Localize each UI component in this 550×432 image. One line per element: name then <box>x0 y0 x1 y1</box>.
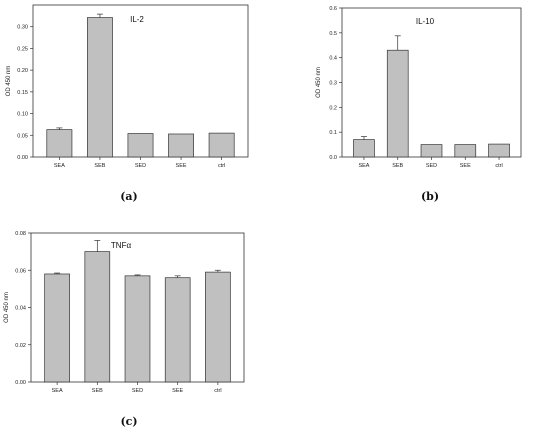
bar-sed <box>420 144 443 158</box>
y-tick-label: 0.30 <box>17 25 28 31</box>
y-tick-label: 0.10 <box>17 112 28 118</box>
chart-title: TNFα <box>111 241 132 250</box>
x-tick-label: SEE <box>460 163 471 169</box>
panel-label: (b) <box>421 190 439 203</box>
x-tick-label: SEE <box>172 388 183 394</box>
chart-1: 0.0 0.1 0.2 0.3 0.4 0.5 0.6 OD 450 nm IL-10 SEA SE… <box>316 6 522 203</box>
x-tick-label: ctrl <box>214 388 221 394</box>
y-tick-label: 0.20 <box>17 68 28 74</box>
x-tick-label: SED <box>426 163 437 169</box>
x-tick-label: ctrl <box>218 163 225 169</box>
bar-seb <box>87 17 113 158</box>
x-tick-label: SED <box>135 163 146 169</box>
y-axis-label: OD 450 nm <box>316 67 322 98</box>
bar-see <box>454 144 477 158</box>
bar-sea <box>44 273 70 383</box>
plot-frame <box>341 7 522 158</box>
bar-see <box>164 277 191 383</box>
bar-sed <box>124 275 151 383</box>
y-tick-label: 0.1 <box>329 130 337 136</box>
chart-2: 0.00 0.02 0.04 0.06 0.08 OD 450 nm TNFα SEA SEB S… <box>4 231 245 428</box>
x-tick-label: SED <box>132 388 143 394</box>
bar-seb <box>84 251 111 383</box>
chart-title: IL-2 <box>130 15 144 24</box>
bar-see <box>168 133 194 158</box>
y-tick-label: 0.15 <box>17 90 28 96</box>
y-axis-label: OD 450 nm <box>6 66 12 97</box>
bar-sed <box>127 133 154 158</box>
y-axis-label: OD 450 nm <box>4 292 10 323</box>
chart-0: 0.00 0.05 0.10 0.15 0.20 0.25 0.30 OD 450 nm IL-… <box>6 4 249 203</box>
y-tick-label: 0.06 <box>15 268 26 274</box>
bar-seb <box>386 49 409 158</box>
y-tick-label: 0.0 <box>329 155 337 161</box>
y-tick-label: 0.2 <box>329 105 337 111</box>
y-tick-label: 0.6 <box>329 6 337 12</box>
y-tick-label: 0.04 <box>15 306 26 312</box>
x-tick-label: SEB <box>92 388 103 394</box>
y-tick-label: 0.25 <box>17 46 28 52</box>
x-tick-label: SEA <box>52 388 63 394</box>
y-tick-label: 0.3 <box>329 81 337 87</box>
y-tick-label: 0.5 <box>329 31 337 37</box>
bar-ctrl <box>488 143 510 158</box>
y-tick-label: 0.00 <box>17 155 28 161</box>
y-tick-label: 0.08 <box>15 231 26 237</box>
x-tick-label: SEA <box>54 163 65 169</box>
x-tick-label: SEE <box>176 163 187 169</box>
panel-label: (c) <box>120 415 137 428</box>
x-tick-label: SEB <box>94 163 105 169</box>
x-tick-label: SEA <box>358 163 369 169</box>
chart-title: IL-10 <box>416 17 435 26</box>
y-tick-label: 0.00 <box>15 380 26 386</box>
x-tick-label: SEB <box>392 163 403 169</box>
bar-ctrl <box>205 271 231 383</box>
y-tick-label: 0.05 <box>17 133 28 139</box>
y-tick-label: 0.02 <box>15 343 26 349</box>
bar-sea <box>46 129 73 158</box>
x-tick-label: ctrl <box>495 163 502 169</box>
y-tick-label: 0.4 <box>329 56 337 62</box>
bar-sea <box>353 139 375 158</box>
panel-label: (a) <box>120 190 138 203</box>
bar-ctrl <box>208 132 235 158</box>
